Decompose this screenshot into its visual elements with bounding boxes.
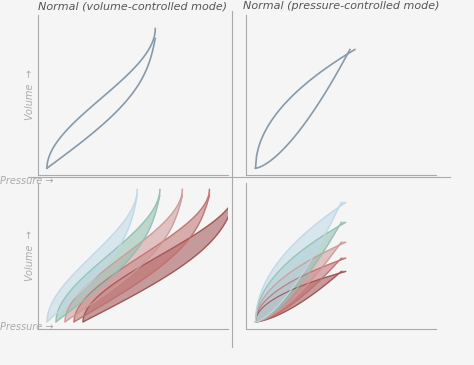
Polygon shape	[56, 189, 160, 322]
Polygon shape	[83, 189, 237, 322]
Text: Pressure →: Pressure →	[0, 322, 54, 332]
Polygon shape	[74, 189, 210, 322]
Y-axis label: Volume  →: Volume →	[25, 230, 35, 281]
Title: Normal (volume-controlled mode): Normal (volume-controlled mode)	[38, 1, 227, 11]
Title: Normal (pressure-controlled mode): Normal (pressure-controlled mode)	[243, 1, 439, 11]
Polygon shape	[255, 203, 346, 322]
Polygon shape	[255, 242, 346, 322]
Polygon shape	[255, 222, 346, 322]
Polygon shape	[255, 258, 346, 322]
Y-axis label: Volume  →: Volume →	[25, 69, 35, 120]
Polygon shape	[255, 272, 346, 322]
Text: Pressure →: Pressure →	[0, 176, 54, 186]
Polygon shape	[65, 189, 182, 322]
Polygon shape	[47, 189, 137, 322]
